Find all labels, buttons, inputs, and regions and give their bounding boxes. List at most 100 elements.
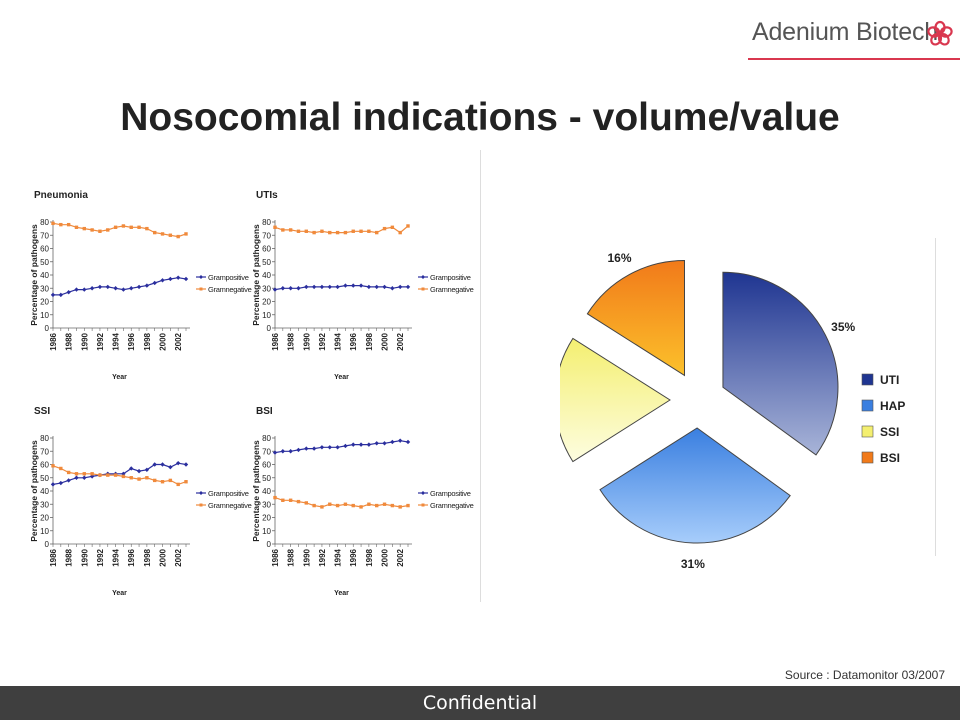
legend-label: Gramnegative bbox=[430, 285, 474, 294]
chart-ssi: SSI 0 10 20 30 40 50 60 70 80 1986 1988 1990 1992 1994… bbox=[29, 406, 252, 597]
data-point bbox=[184, 232, 188, 236]
legend-marker bbox=[421, 491, 425, 495]
x-tick-label: 1986 bbox=[271, 332, 280, 350]
data-point bbox=[129, 476, 133, 480]
data-point bbox=[288, 228, 293, 232]
legend-marker bbox=[199, 287, 203, 291]
x-axis-label: Year bbox=[112, 590, 127, 597]
page-title: Nosocomial indications - volume/value bbox=[120, 96, 840, 139]
data-point bbox=[358, 283, 364, 288]
legend-label: UTI bbox=[880, 373, 899, 387]
y-axis-label: Percentage of pathogens bbox=[29, 224, 39, 326]
logo-text: Adenium Biotech bbox=[752, 18, 939, 46]
chart-title: UTIs bbox=[256, 190, 278, 201]
data-point bbox=[328, 230, 332, 235]
panel-divider bbox=[480, 150, 481, 602]
legend-swatch bbox=[861, 451, 874, 464]
legend-marker bbox=[199, 491, 203, 495]
data-point bbox=[58, 292, 64, 298]
data-point bbox=[374, 284, 379, 290]
data-point bbox=[319, 284, 325, 290]
flower-logo-icon bbox=[927, 20, 953, 46]
data-point bbox=[390, 225, 395, 229]
data-point bbox=[160, 480, 165, 484]
x-tick-label: 1990 bbox=[80, 548, 89, 566]
y-tick-label: 50 bbox=[262, 474, 271, 483]
data-point bbox=[50, 292, 56, 298]
data-point bbox=[343, 283, 348, 288]
pie-slice-hap bbox=[599, 427, 791, 544]
data-point bbox=[367, 229, 371, 233]
data-point bbox=[51, 464, 55, 468]
data-point bbox=[296, 286, 301, 291]
data-point bbox=[82, 226, 86, 231]
data-point bbox=[113, 286, 118, 291]
data-point bbox=[382, 441, 387, 446]
x-tick-label: 1986 bbox=[49, 548, 58, 566]
data-point bbox=[74, 225, 79, 229]
data-point bbox=[175, 460, 181, 466]
x-tick-label: 2002 bbox=[396, 332, 405, 350]
data-point bbox=[343, 443, 348, 449]
y-tick-label: 70 bbox=[262, 231, 271, 240]
data-point bbox=[160, 462, 165, 467]
y-tick-label: 10 bbox=[262, 527, 271, 536]
x-tick-label: 1996 bbox=[349, 332, 358, 350]
data-point bbox=[359, 229, 363, 233]
data-point bbox=[320, 505, 324, 509]
data-point bbox=[98, 473, 102, 477]
x-tick-label: 2002 bbox=[174, 332, 183, 350]
x-tick-label: 1992 bbox=[318, 548, 327, 566]
data-point bbox=[367, 502, 371, 506]
x-tick-label: 1992 bbox=[96, 332, 105, 350]
data-point bbox=[405, 439, 411, 445]
x-tick-label: 1992 bbox=[96, 548, 105, 566]
data-point bbox=[97, 284, 103, 290]
data-point bbox=[183, 276, 189, 282]
data-point bbox=[121, 224, 126, 228]
data-point bbox=[82, 472, 86, 476]
data-point bbox=[144, 467, 150, 472]
chart-utis: UTIs 0 10 20 30 40 50 60 70 80 1986 1988 1990 1992 199… bbox=[251, 190, 474, 381]
x-tick-label: 1986 bbox=[49, 332, 58, 350]
y-tick-label: 30 bbox=[262, 284, 271, 293]
data-point bbox=[366, 442, 372, 447]
data-point bbox=[272, 287, 278, 292]
data-point bbox=[66, 478, 71, 483]
series-line bbox=[52, 222, 187, 238]
y-tick-label: 20 bbox=[262, 298, 271, 307]
x-tick-label: 1988 bbox=[287, 548, 296, 566]
data-point bbox=[74, 472, 79, 476]
y-tick-label: 30 bbox=[262, 500, 271, 509]
data-point bbox=[153, 230, 157, 235]
x-tick-label: 1990 bbox=[80, 332, 89, 350]
data-point bbox=[273, 225, 277, 229]
data-point bbox=[375, 503, 379, 508]
data-point bbox=[382, 284, 387, 290]
data-point bbox=[405, 284, 411, 290]
x-tick-label: 2002 bbox=[396, 548, 405, 566]
legend-label: BSI bbox=[880, 451, 900, 465]
data-point bbox=[311, 446, 317, 451]
data-point bbox=[66, 222, 71, 227]
data-point bbox=[152, 462, 157, 467]
data-point bbox=[281, 228, 285, 232]
y-tick-label: 70 bbox=[262, 447, 271, 456]
data-point bbox=[351, 442, 356, 447]
data-point bbox=[288, 286, 293, 291]
x-axis-label: Year bbox=[334, 374, 349, 381]
y-tick-label: 50 bbox=[40, 474, 49, 483]
y-tick-label: 70 bbox=[40, 447, 49, 456]
data-point bbox=[304, 501, 308, 505]
slice-value-label: 35% bbox=[831, 320, 855, 334]
data-point bbox=[390, 439, 395, 445]
y-tick-label: 20 bbox=[40, 514, 49, 523]
data-point bbox=[304, 284, 309, 290]
y-axis-label: Percentage of pathogens bbox=[29, 440, 39, 542]
confidential-footer: Confidential bbox=[0, 686, 960, 720]
data-point bbox=[74, 475, 79, 480]
legend-marker bbox=[421, 503, 425, 507]
pie-divider bbox=[935, 238, 936, 556]
legend-label: HAP bbox=[880, 399, 905, 413]
